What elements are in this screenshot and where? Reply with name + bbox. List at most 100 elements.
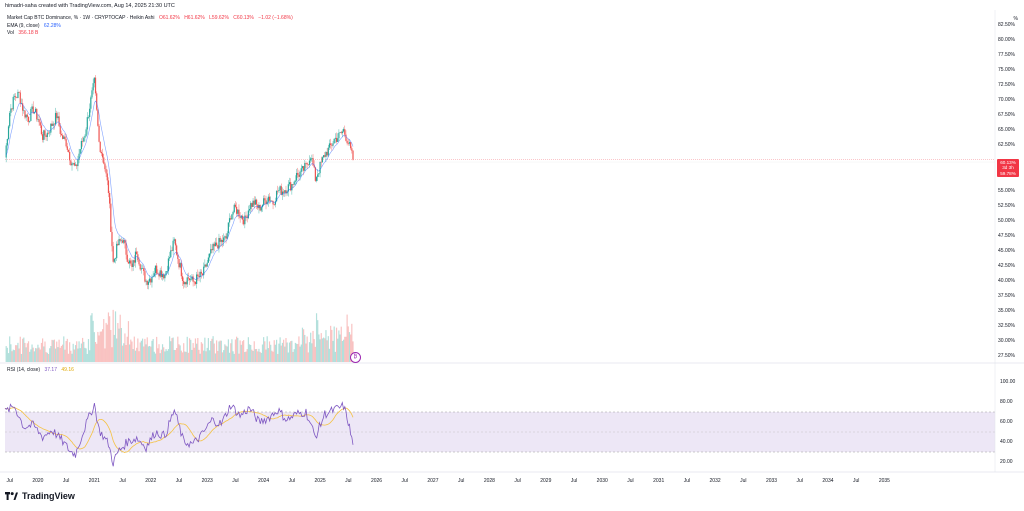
time-axis-label: 2035 (878, 478, 890, 484)
volume-bar (294, 342, 296, 362)
candle-body (291, 184, 293, 191)
candle-body (261, 204, 264, 208)
candle-body (147, 281, 150, 285)
candle-body (248, 208, 251, 211)
volume-bar (270, 344, 272, 362)
volume-bar (243, 340, 245, 362)
candle-body (285, 190, 287, 194)
volume-bar (176, 348, 178, 362)
vol-label[interactable]: Vol (7, 30, 14, 36)
volume-bar (126, 336, 128, 362)
volume-bar (236, 336, 238, 362)
time-axis-label: Jul (740, 478, 747, 484)
volume-bar (70, 350, 72, 362)
candle-body (33, 112, 35, 114)
candle-body (166, 271, 168, 272)
volume-bar (43, 346, 45, 362)
rsi-label[interactable]: RSI (14, close) (7, 367, 41, 373)
time-axis-label: Jul (232, 478, 239, 484)
volume-bar (213, 343, 215, 362)
candle-body (275, 190, 278, 202)
candle-body (308, 160, 311, 165)
candle-body (124, 239, 126, 244)
candle-body (192, 276, 194, 282)
rsi-pane[interactable] (0, 362, 1024, 453)
candle-body (292, 184, 294, 185)
symbol-label[interactable]: Market Cap BTC Dominance, % · 1W · CRYPT… (7, 15, 155, 21)
candle-body (158, 273, 160, 277)
volume-bar (259, 351, 261, 362)
candle-body (211, 249, 213, 251)
price-axis[interactable]: % (995, 10, 1024, 470)
chart-legend[interactable]: Market Cap BTC Dominance, % · 1W · CRYPT… (7, 15, 296, 38)
volume-bar (199, 353, 201, 362)
candle-body (324, 155, 326, 157)
ema-label[interactable]: EMA (9, close) (7, 22, 40, 29)
candle-body (251, 203, 253, 207)
countdown-value: 3d 3h (1002, 165, 1014, 171)
symbol-row[interactable]: Market Cap BTC Dominance, % · 1W · CRYPT… (7, 15, 296, 23)
candle-body (266, 201, 268, 205)
volume-bar (251, 349, 253, 362)
ema-row[interactable]: EMA (9, close) 62.28% (7, 23, 296, 31)
candle-body (18, 91, 20, 93)
candle-body (237, 209, 239, 214)
candle-body (62, 135, 64, 139)
price-candles[interactable] (5, 75, 354, 290)
tradingview-logo[interactable]: TradingView (5, 491, 75, 501)
volume-bar (308, 342, 311, 362)
tradingview-logo-icon (5, 491, 18, 500)
volume-bar (346, 314, 348, 362)
candle-body (51, 123, 53, 126)
volume-bar (230, 343, 232, 362)
candle-body (297, 172, 299, 175)
candle-body (64, 136, 66, 140)
bitcoin-event-marker[interactable]: ₿ (350, 352, 361, 363)
rsi-legend[interactable]: RSI (14, close) 37.17 49.16 (7, 367, 77, 373)
volume-bar (125, 345, 127, 362)
volume-bar (47, 353, 50, 362)
volume-bar (307, 352, 309, 362)
volume-bar (248, 344, 251, 362)
rsi-axis-label: 100.00 (1000, 379, 1016, 385)
candle-body (58, 116, 60, 127)
volume-bar (312, 330, 314, 362)
volume-bar (39, 349, 41, 362)
candle-body (114, 258, 117, 259)
candle-body (194, 281, 197, 284)
candle-body (208, 253, 211, 258)
candle-body (70, 160, 72, 166)
volume-bar (34, 348, 37, 362)
volume-bar (30, 349, 32, 362)
candle-body (125, 243, 127, 255)
volume-bar (74, 345, 77, 362)
volume-bar (193, 347, 195, 362)
volume-bar (190, 339, 192, 362)
candle-body (340, 132, 342, 134)
candle-body (247, 210, 249, 219)
candle-body (244, 215, 246, 225)
volume-bar (217, 350, 219, 362)
volume-bar (23, 337, 25, 362)
candle-body (241, 215, 244, 220)
candle-body (145, 280, 147, 282)
vol-row[interactable]: Vol 356.18 B (7, 30, 296, 38)
candle-body (227, 222, 229, 234)
volume-bar (85, 348, 87, 362)
candle-body (186, 277, 188, 285)
candle-body (50, 123, 52, 133)
time-axis-label: 2031 (653, 478, 665, 484)
volume-bar (333, 326, 335, 362)
volume-bar (42, 338, 44, 362)
volume-bar (173, 349, 175, 362)
volume-bar (20, 353, 23, 362)
candle-body (143, 268, 145, 272)
volume-bar (325, 330, 327, 362)
candle-body (318, 173, 320, 175)
volume-bar (103, 319, 105, 362)
volume-bar (198, 349, 200, 362)
candle-body (120, 240, 122, 242)
volume-bar (123, 343, 125, 362)
volume-bar (306, 336, 308, 362)
